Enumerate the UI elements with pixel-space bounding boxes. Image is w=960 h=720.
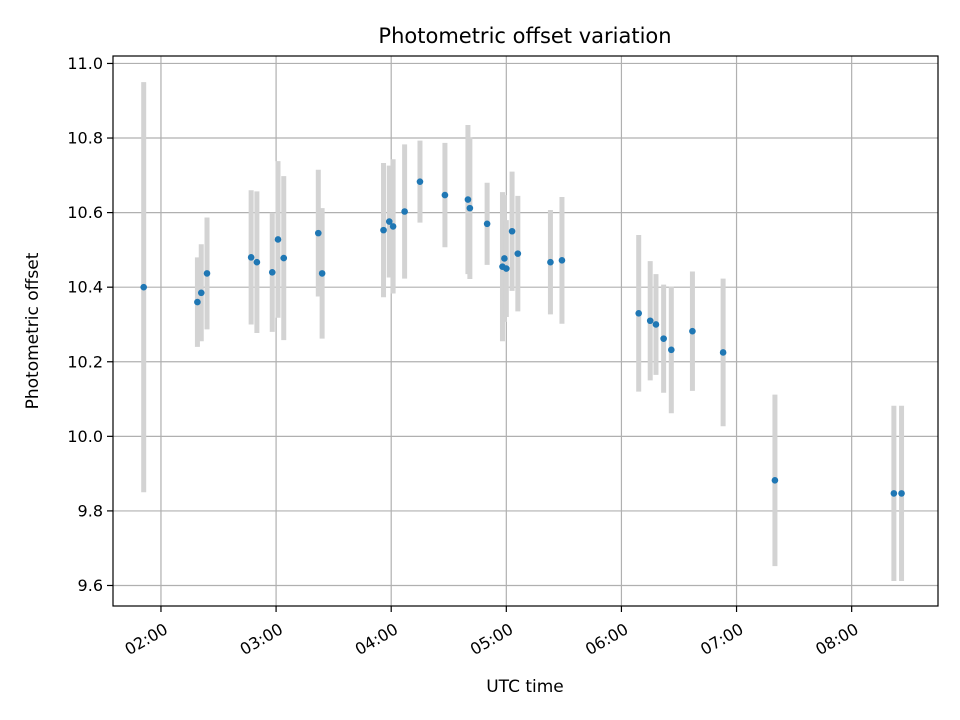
grid-layer (113, 56, 938, 606)
y-tick-label: 10.4 (67, 278, 103, 297)
data-point (660, 335, 667, 342)
data-point (771, 477, 779, 484)
data-point (483, 220, 491, 228)
data-point (646, 317, 654, 325)
data-point (268, 268, 276, 276)
data-point (416, 178, 424, 185)
data-point (689, 327, 696, 335)
data-point (508, 227, 516, 235)
data-point (385, 218, 393, 225)
y-tick-label: 10.8 (67, 129, 103, 148)
y-tick-label: 9.8 (78, 501, 103, 520)
data-point (253, 258, 261, 266)
data-point (635, 309, 642, 317)
tick-layer: 02:00 03:00 04:00 05:00 06:00 07:00 08:00 9.6 9.… (67, 54, 861, 659)
data-point (318, 270, 326, 277)
data-point (389, 223, 397, 230)
x-tick-label: 07:00 (697, 619, 746, 659)
data-point (466, 204, 474, 212)
data-point (203, 270, 211, 277)
data-point (558, 257, 566, 264)
data-point (898, 490, 905, 497)
data-point (274, 236, 282, 243)
y-tick-label: 10.0 (67, 427, 103, 446)
x-tick-label: 04:00 (352, 619, 401, 659)
data-point (194, 298, 201, 306)
x-tick-label: 05:00 (467, 619, 516, 659)
data-point (401, 208, 408, 215)
data-point (514, 250, 522, 257)
y-axis-label: Photometric offset (23, 252, 43, 409)
x-tick-label: 03:00 (237, 619, 286, 659)
data-point (247, 254, 255, 261)
x-tick-label: 02:00 (122, 619, 171, 659)
data-point (547, 258, 554, 266)
x-axis-label: UTC time (486, 677, 564, 697)
data-point (668, 346, 675, 354)
y-tick-label: 10.2 (67, 352, 103, 371)
plot-frame (112, 55, 939, 607)
point-layer (140, 178, 905, 497)
y-tick-label: 10.6 (67, 203, 103, 222)
data-point (314, 229, 322, 237)
data-point (280, 254, 288, 262)
data-point (890, 490, 898, 497)
data-point (441, 191, 449, 199)
y-tick-label: 11.0 (67, 54, 103, 73)
y-tick-label: 9.6 (78, 576, 103, 595)
data-point (464, 196, 472, 203)
chart-title: Photometric offset variation (378, 24, 671, 48)
x-tick-label: 06:00 (582, 619, 631, 659)
data-point (501, 255, 508, 262)
errorbar-layer (141, 82, 905, 582)
data-point (719, 349, 727, 356)
data-point (503, 265, 510, 272)
data-point (140, 283, 147, 291)
data-point (652, 321, 660, 328)
x-tick-label: 08:00 (812, 619, 861, 659)
data-point (380, 226, 387, 234)
data-point (197, 289, 205, 297)
